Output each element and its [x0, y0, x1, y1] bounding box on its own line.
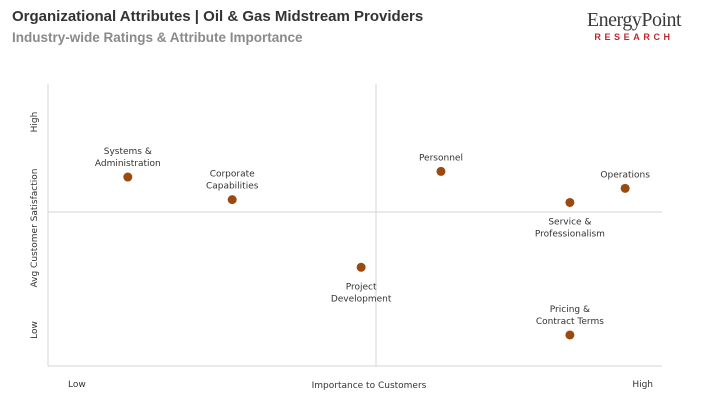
data-point-label: Contract Terms [536, 317, 604, 327]
data-point-label: Project [346, 282, 377, 292]
logo-subtext: RESEARCH [594, 32, 674, 42]
data-point-label: Corporate [210, 170, 255, 180]
data-points: Systems & Administration Corporate Capabili… [95, 147, 650, 340]
x-axis-low-label: Low [68, 380, 86, 390]
data-point-label: Development [331, 294, 392, 304]
data-point-label: Systems & [104, 147, 152, 157]
data-point [565, 330, 575, 340]
data-point-label: Personnel [419, 153, 463, 163]
logo-wordmark: EnergyPoint [586, 9, 682, 31]
chart-title: Organizational Attributes | Oil & Gas Mi… [12, 8, 424, 25]
energypoint-logo: EnergyPoint RESEARCH [578, 9, 690, 43]
data-point [356, 262, 366, 272]
data-point [436, 166, 446, 176]
x-axis-high-label: High [632, 380, 653, 390]
data-point [620, 183, 630, 193]
data-point [227, 195, 237, 205]
data-point-label: Operations [600, 170, 650, 180]
x-axis-title: Importance to Customers [312, 381, 427, 391]
y-axis-title: Avg Customer Satisfaction [30, 169, 40, 288]
y-axis-low-label: Low [30, 321, 40, 339]
data-point-label: Service & [548, 217, 591, 227]
data-point-label: Pricing & [550, 305, 590, 315]
data-point [123, 172, 133, 182]
data-point-label: Professionalism [535, 229, 605, 239]
data-point [565, 197, 575, 207]
chart-subtitle: Industry-wide Ratings & Attribute Import… [12, 30, 303, 45]
data-point-label: Administration [95, 159, 161, 169]
y-axis-high-label: High [30, 112, 40, 133]
data-point-label: Capabilities [206, 182, 259, 192]
